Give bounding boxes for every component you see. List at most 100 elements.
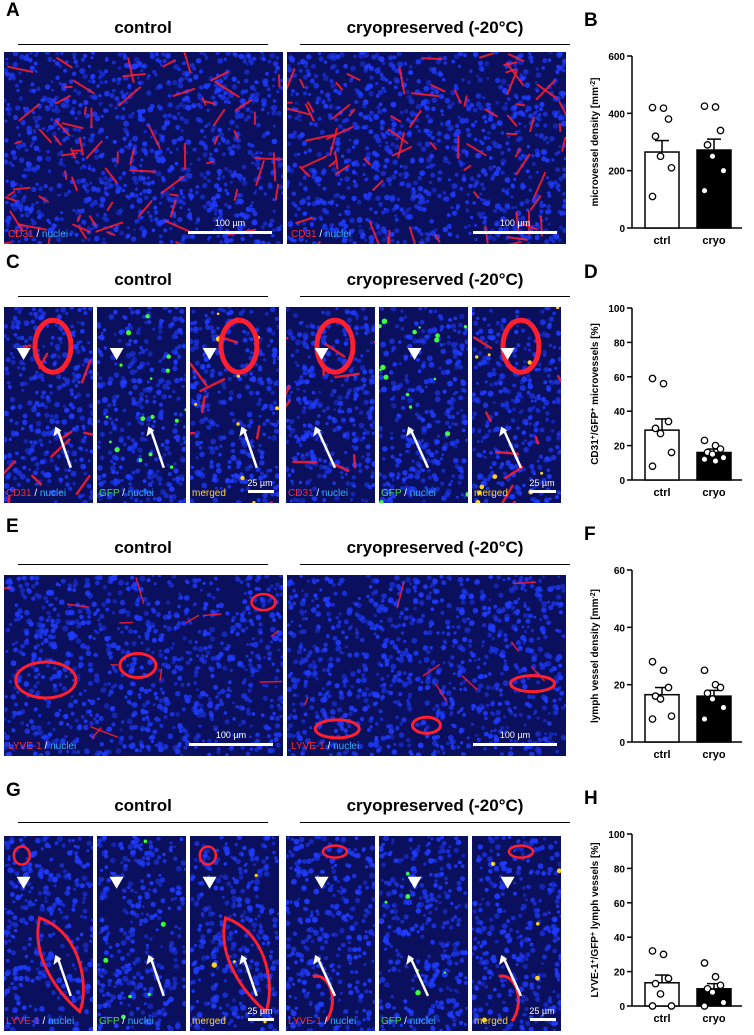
panel-letter-f: F (584, 524, 596, 545)
micrograph-texture (287, 52, 566, 244)
micrograph-g-control-merged: merged 25 µm (190, 836, 279, 1031)
data-point-ctrl (648, 462, 657, 471)
data-point-cryo (703, 984, 712, 993)
data-point-cryo (700, 666, 709, 675)
data-point-ctrl (667, 1002, 676, 1010)
data-point-ctrl (667, 448, 676, 457)
panel-c-control-title: control (114, 270, 172, 289)
y-axis-label: CD31+/GFP+ microvessels [%] (590, 323, 602, 465)
chart-h-lyve-gfp-lymph-vessels: H LYVE-1+/GFP+ lymph vessels [%] 0 20 40 60 80… (584, 788, 742, 1025)
x-tick-label: ctrl (653, 749, 670, 761)
x-tick-label: cryo (702, 487, 726, 499)
scale-label-a-control: 100 µm (214, 218, 246, 228)
caption-a-control: CD31 / nuclei (8, 229, 69, 240)
data-point-cryo (711, 457, 720, 465)
data-point-cryo (711, 972, 720, 981)
data-point-cryo (700, 186, 709, 195)
micrograph-a-control: CD31 / nuclei 100 µm (4, 52, 283, 244)
data-point-cryo (700, 436, 709, 445)
micrograph-c-cryo-gfp: GFP / nuclei (379, 307, 468, 503)
data-point-cryo (703, 689, 712, 698)
data-point-ctrl (664, 974, 673, 983)
data-point-ctrl (656, 990, 665, 998)
y-tick-label: 0 (619, 1002, 625, 1013)
micrograph-c-control-gfp: GFP / nuclei (97, 307, 186, 503)
data-point-cryo (719, 166, 728, 175)
data-point-ctrl (651, 132, 660, 141)
micrograph-texture (286, 836, 375, 1031)
micrograph-texture (4, 836, 93, 1031)
y-tick-label: 200 (608, 167, 625, 178)
y-tick-label: 20 (614, 442, 626, 453)
y-tick-label: 100 (608, 830, 625, 841)
x-tick-label: ctrl (653, 487, 670, 499)
micrograph-texture (379, 307, 468, 503)
panel-a-control-title: control (114, 18, 172, 37)
panel-e-control-title: control (114, 538, 172, 557)
panel-letter-g: G (6, 780, 21, 801)
data-point-ctrl (651, 979, 660, 988)
panel-letter-b: B (584, 10, 598, 31)
panel-letter-h: H (584, 788, 598, 809)
panel-e-cryo-line (300, 564, 570, 565)
data-point-cryo (700, 455, 709, 464)
y-tick-label: 40 (614, 623, 626, 634)
data-point-ctrl (648, 103, 657, 112)
panel-a-control-line (18, 44, 268, 45)
data-point-cryo (711, 441, 720, 450)
data-point-ctrl (648, 374, 657, 383)
panel-letter-e: E (6, 516, 19, 537)
data-point-ctrl (651, 424, 660, 433)
data-point-cryo (716, 126, 725, 135)
data-point-cryo (708, 988, 717, 997)
micrograph-texture (472, 307, 561, 503)
panel-c-cryo-line (300, 296, 570, 297)
panel-g-cryo-title: cryopreserved (-20°C) (346, 796, 524, 815)
micrograph-texture (286, 307, 375, 503)
y-tick-label: 40 (614, 407, 626, 418)
data-point-cryo (708, 152, 717, 161)
data-point-ctrl (664, 417, 673, 426)
y-tick-label: 60 (614, 899, 626, 910)
data-point-cryo (719, 998, 728, 1007)
panel-e-control-line (18, 564, 268, 565)
micrograph-texture (97, 307, 186, 503)
data-point-cryo (711, 103, 720, 111)
panel-letter-c: C (6, 252, 20, 273)
data-point-ctrl (648, 947, 657, 955)
y-tick-label: 600 (608, 52, 625, 63)
panel-e-cryo-title: cryopreserved (-20°C) (346, 538, 524, 557)
y-axis-label: microvessel density [mm-2] (590, 77, 602, 206)
data-point-cryo (700, 1002, 709, 1010)
micrograph-texture (190, 836, 279, 1031)
data-point-ctrl (667, 163, 676, 172)
x-tick-label: cryo (702, 1013, 726, 1025)
micrograph-g-control-lyve: LYVE-1 / nuclei (4, 836, 93, 1031)
y-tick-label: 100 (608, 304, 625, 315)
y-axis-label: lymph vessel density [mm-2] (590, 589, 602, 723)
y-axis-label: LYVE-1+/GFP+ lymph vessels [%] (590, 842, 602, 997)
caption-a-cryo: CD31 / nuclei (291, 229, 352, 240)
data-point-ctrl (659, 104, 668, 113)
y-tick-label: 0 (619, 476, 625, 487)
micrograph-texture (190, 307, 279, 503)
scalebar-a-control (188, 231, 272, 234)
data-point-ctrl (659, 666, 668, 675)
micrograph-c-control-merged: merged 25 µm (190, 307, 279, 503)
x-tick-label: cryo (702, 235, 726, 247)
panel-c-control-line (18, 296, 268, 297)
panel-g-control-line (18, 822, 268, 823)
micrograph-g-control-gfp: GFP / nuclei (97, 836, 186, 1031)
scalebar-a-cryo (473, 231, 557, 234)
data-point-ctrl (648, 657, 657, 666)
data-point-cryo (719, 703, 728, 712)
chart-d-cd31-gfp-microvessels: D CD31+/GFP+ microvessels [%] 0 20 40 60 80 100… (584, 262, 742, 499)
data-point-ctrl (659, 379, 668, 388)
panel-c-cryo-title: cryopreserved (-20°C) (346, 270, 524, 289)
data-point-ctrl (648, 192, 657, 201)
data-point-cryo (716, 981, 725, 990)
y-tick-label: 400 (608, 109, 625, 120)
y-tick-label: 0 (619, 738, 625, 749)
panel-letter-d: D (584, 262, 598, 283)
x-tick-label: ctrl (653, 1013, 670, 1025)
